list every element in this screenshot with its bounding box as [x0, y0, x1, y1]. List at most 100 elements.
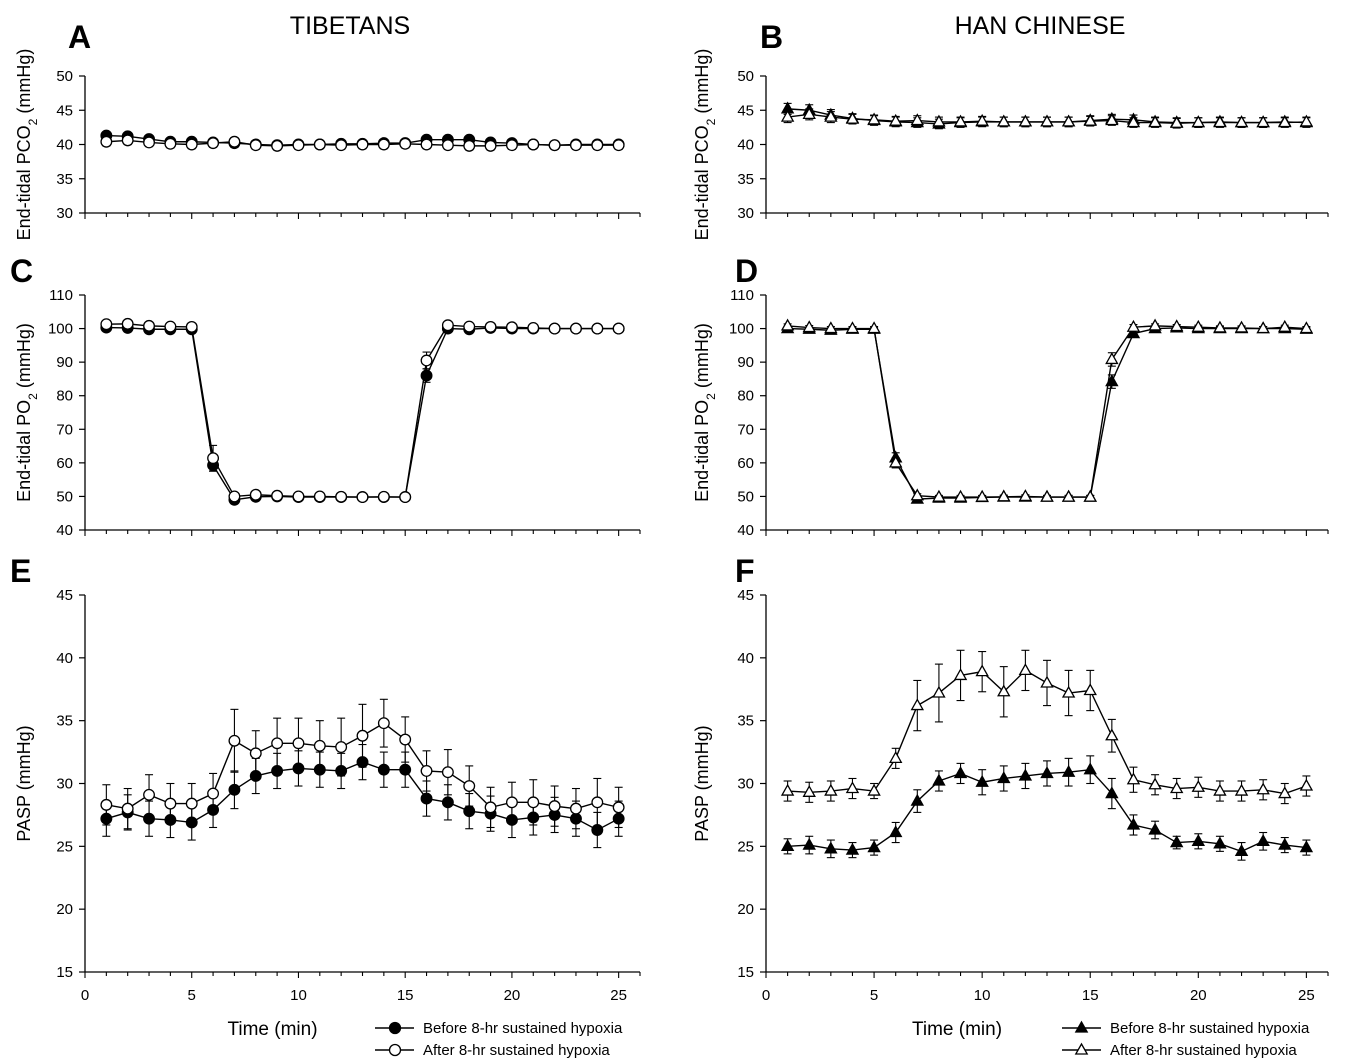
- legend-label: Before 8-hr sustained hypoxia: [1110, 1020, 1310, 1037]
- data-point: [1299, 778, 1314, 791]
- legend-left-after: After 8-hr sustained hypoxia: [375, 1042, 610, 1059]
- x-tick-label: 15: [1082, 987, 1099, 1004]
- data-point: [143, 788, 155, 801]
- x-tick-label: 25: [1298, 987, 1315, 1004]
- data-point: [121, 317, 134, 330]
- data-point: [505, 139, 518, 152]
- data-point: [100, 318, 113, 331]
- data-point: [867, 321, 881, 334]
- data-point: [527, 138, 540, 151]
- panel-b: B 30 35 40 45 50 End-tidal PCO2 (mmHg): [692, 19, 1329, 240]
- series-line: [106, 326, 619, 501]
- data-point: [802, 837, 816, 850]
- data-point: [356, 729, 369, 742]
- legend-marker-filled-circle: [388, 1021, 402, 1035]
- data-point: [888, 825, 903, 838]
- y-tick-label: 20: [737, 901, 754, 918]
- y-axis-title: End-tidal PO2 (mmHg): [692, 323, 718, 502]
- data-point: [484, 320, 497, 333]
- data-point: [1018, 768, 1033, 781]
- data-point: [910, 488, 925, 501]
- y-tick-label: 70: [56, 421, 73, 438]
- data-point: [1061, 114, 1076, 127]
- y-tick-label: 45: [737, 587, 754, 604]
- y-tick-label: 60: [737, 455, 754, 472]
- data-point: [441, 796, 454, 809]
- data-point: [1213, 115, 1227, 128]
- data-point: [1169, 115, 1184, 128]
- data-point: [164, 797, 177, 810]
- y-axis-title: End-tidal PCO2 (mmHg): [14, 49, 40, 241]
- data-point: [824, 783, 838, 796]
- panel-e: E 15 20 25 30 35 40 45 0 5 10 15 20 25 PASP (mmHg) Time…: [10, 553, 641, 1040]
- data-point: [356, 491, 369, 504]
- y-tick-label: 35: [56, 713, 73, 730]
- x-tick-label: 0: [81, 987, 89, 1004]
- data-point: [228, 490, 241, 503]
- data-point: [1234, 783, 1249, 796]
- x-tick-label: 20: [1190, 987, 1207, 1004]
- data-point: [399, 733, 412, 746]
- data-point: [1148, 777, 1162, 790]
- y-axis-title: PASP (mmHg): [692, 725, 712, 841]
- data-point: [1191, 319, 1206, 332]
- data-point: [292, 139, 305, 152]
- data-point: [1061, 489, 1076, 502]
- data-point: [335, 490, 348, 503]
- series-before: [100, 321, 625, 506]
- data-point: [780, 839, 795, 851]
- y-tick-label: 100: [729, 321, 754, 338]
- legend-right-before: Before 8-hr sustained hypoxia: [1062, 1020, 1310, 1037]
- data-point: [420, 138, 433, 151]
- data-point: [548, 139, 561, 152]
- legend-label: Before 8-hr sustained hypoxia: [423, 1020, 623, 1037]
- data-point: [1061, 685, 1076, 698]
- data-point: [867, 112, 881, 125]
- x-tick-label: 5: [870, 987, 878, 1004]
- data-point: [271, 489, 284, 502]
- data-point: [1213, 320, 1227, 333]
- y-tick-label: 40: [737, 522, 754, 539]
- data-point: [1126, 817, 1141, 830]
- data-point: [292, 490, 305, 503]
- column-title-han-chinese: HAN CHINESE: [955, 12, 1126, 40]
- series-after: [100, 698, 625, 830]
- series-before: [780, 755, 1314, 861]
- data-point: [910, 793, 925, 806]
- data-point: [975, 774, 989, 787]
- y-tick-label: 110: [49, 287, 73, 304]
- legend-marker-open-circle: [388, 1043, 402, 1057]
- data-point: [1299, 840, 1314, 853]
- data-point: [802, 784, 816, 797]
- data-point: [1018, 663, 1033, 676]
- data-point: [1278, 837, 1292, 850]
- y-tick-label: 40: [56, 137, 73, 154]
- data-point: [420, 792, 433, 805]
- legend-marker-open-triangle: [1074, 1042, 1089, 1055]
- data-point: [1256, 321, 1270, 334]
- data-point: [292, 737, 305, 750]
- panel-letter-d: D: [735, 253, 758, 289]
- data-point: [1018, 489, 1033, 502]
- data-point: [1126, 115, 1141, 128]
- series-after: [780, 318, 1314, 502]
- column-title-tibetans: TIBETANS: [290, 12, 410, 40]
- legend-left: Before 8-hr sustained hypoxia After 8-hr…: [375, 1020, 623, 1059]
- data-point: [463, 139, 476, 152]
- data-point: [399, 491, 412, 504]
- y-tick-label: 35: [56, 171, 73, 188]
- series-line: [787, 327, 1307, 500]
- data-point: [356, 138, 369, 151]
- data-point: [612, 801, 625, 814]
- data-point: [932, 685, 946, 698]
- data-point: [377, 763, 390, 776]
- data-point: [377, 138, 390, 151]
- data-point: [1040, 114, 1054, 127]
- data-point: [780, 109, 795, 122]
- data-point: [505, 321, 518, 334]
- y-tick-label: 30: [737, 776, 754, 793]
- data-point: [953, 114, 968, 127]
- data-point: [1083, 113, 1097, 126]
- data-point: [1061, 764, 1076, 777]
